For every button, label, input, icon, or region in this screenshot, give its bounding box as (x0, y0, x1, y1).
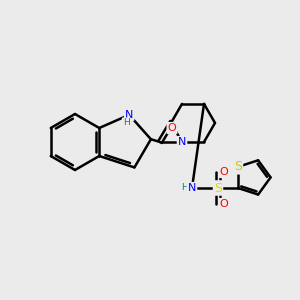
Text: S: S (214, 182, 222, 194)
Text: H: H (181, 184, 188, 193)
Text: N: N (178, 137, 186, 147)
Text: O: O (220, 167, 228, 177)
Text: O: O (220, 199, 228, 209)
Text: O: O (168, 123, 176, 133)
Text: N: N (125, 110, 133, 120)
Text: S: S (234, 160, 242, 173)
Text: H: H (123, 118, 130, 127)
Text: N: N (188, 183, 196, 193)
